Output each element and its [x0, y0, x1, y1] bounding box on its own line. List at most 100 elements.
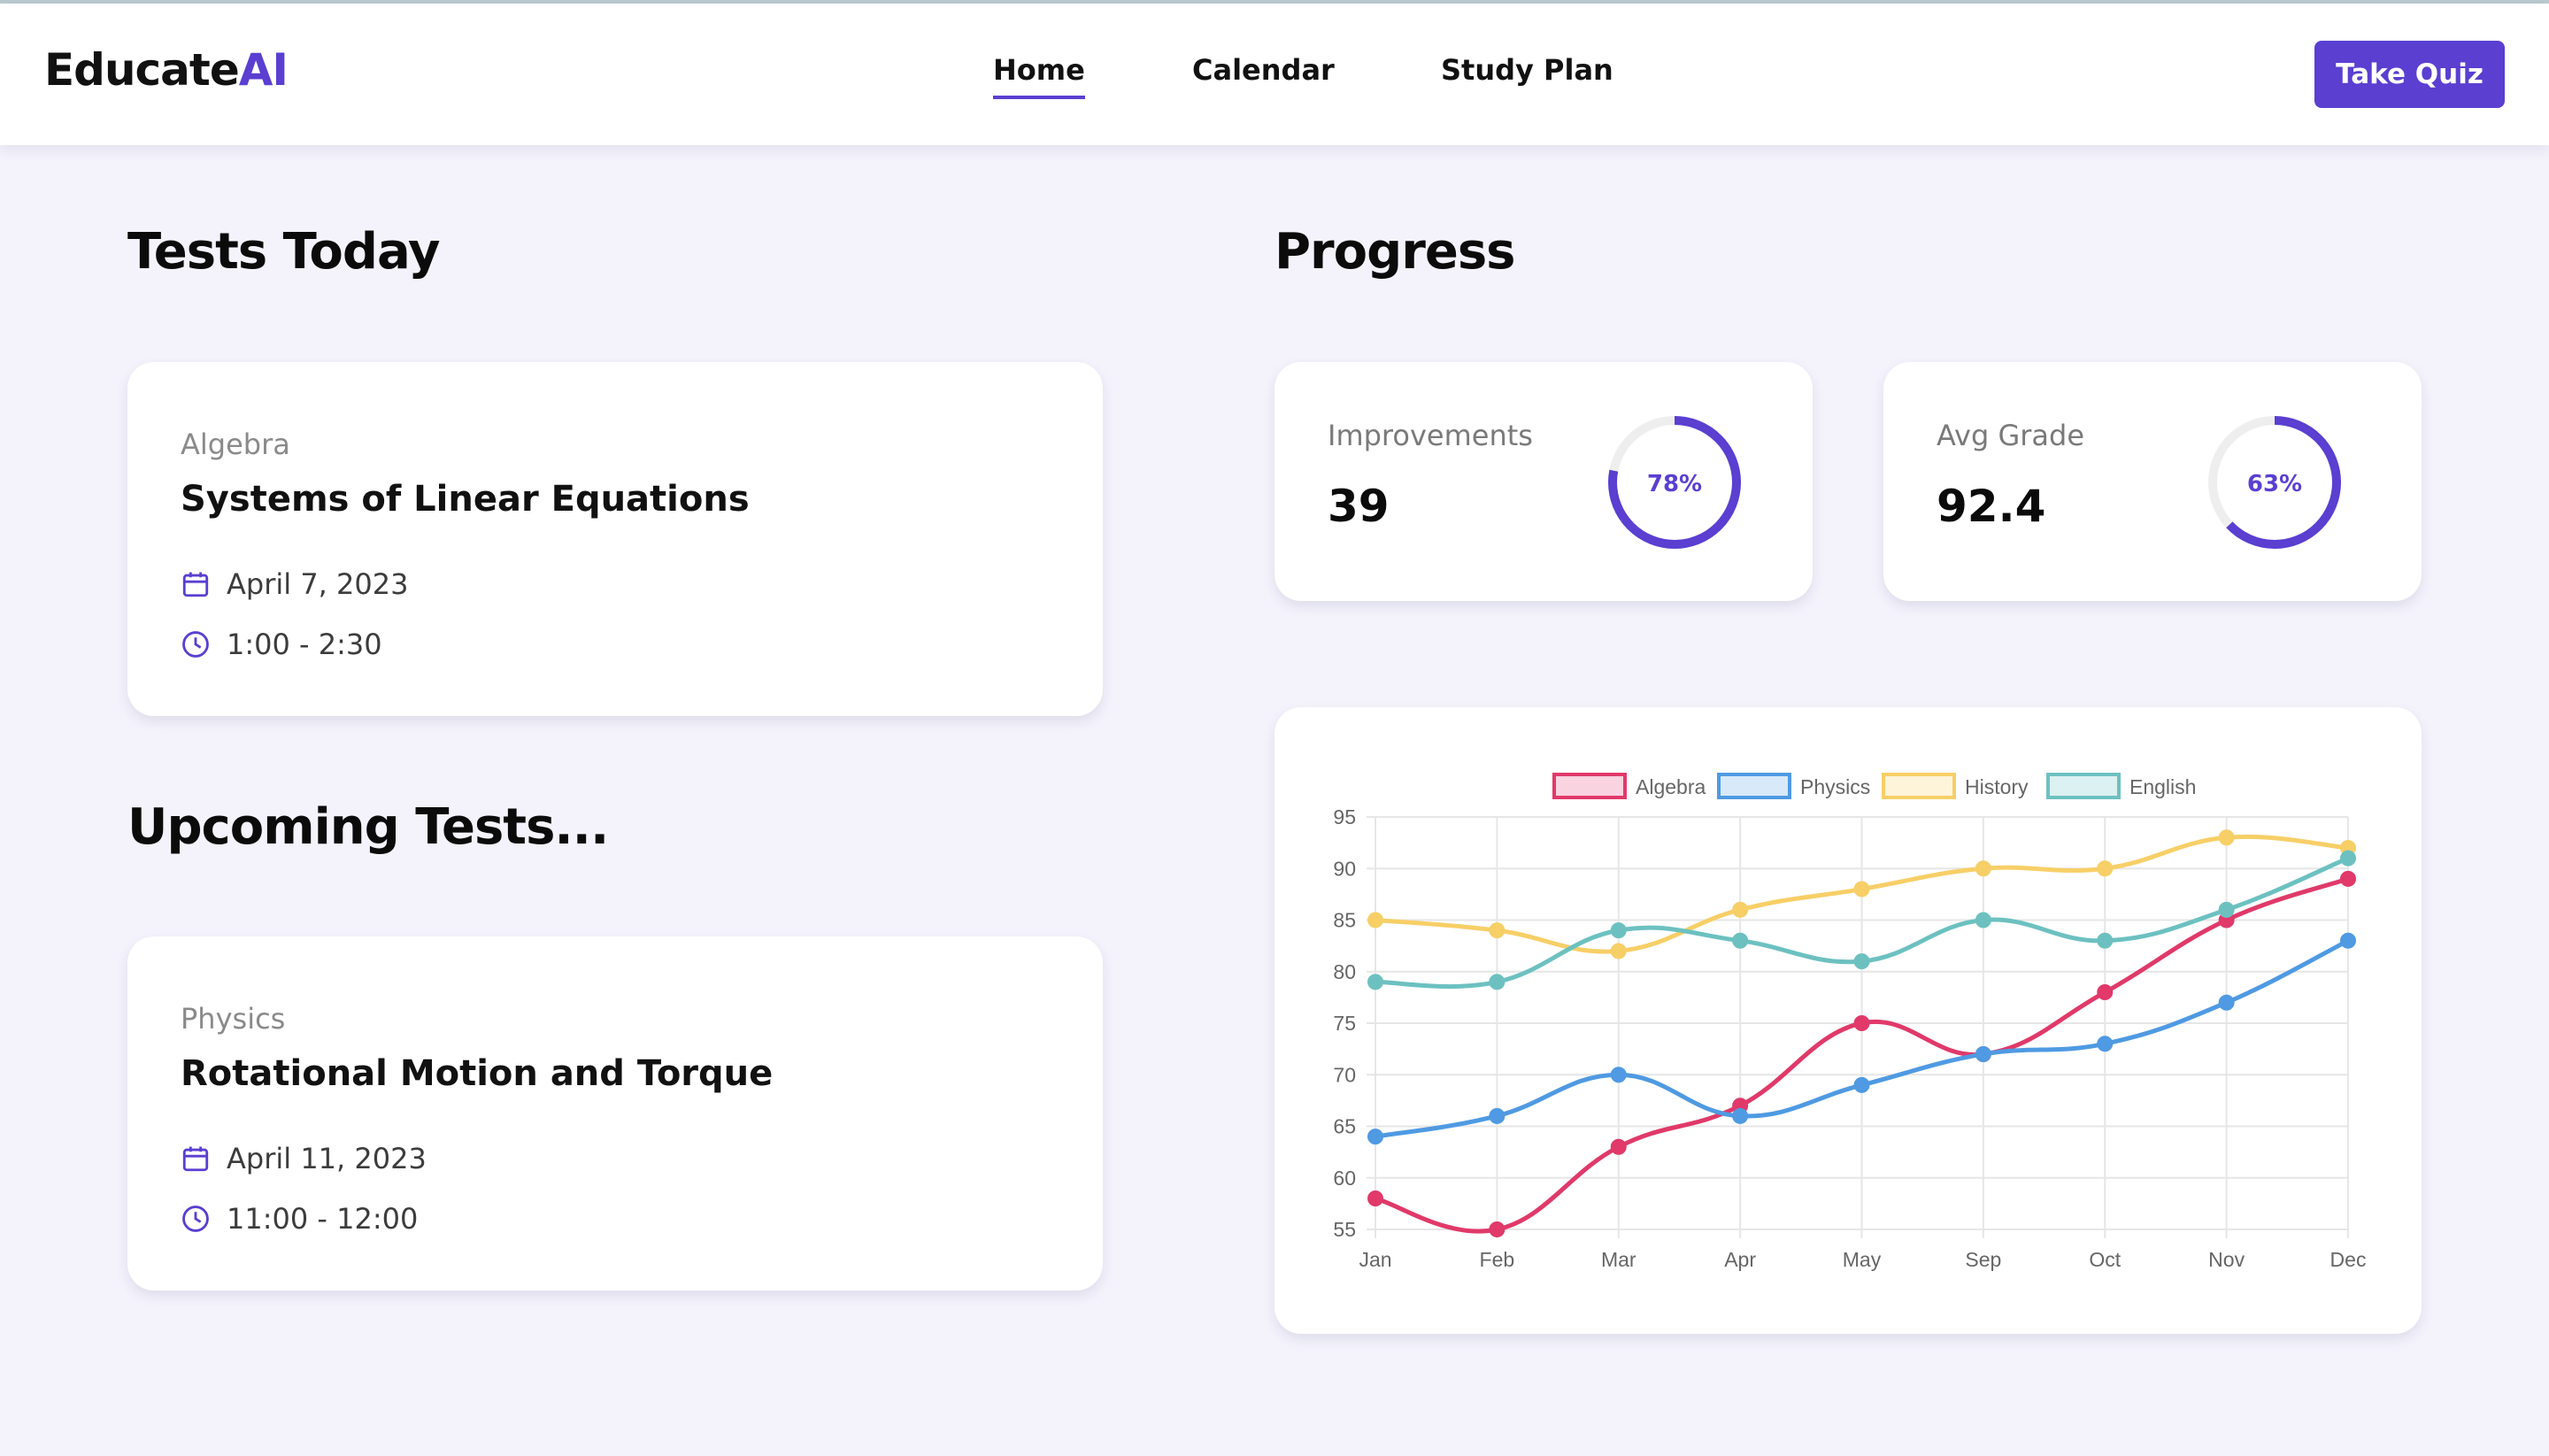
x-tick-label: May: [1843, 1248, 1882, 1271]
progress-line-chart: 55 60 65 70 75 80 85 90 95 Jan Feb Mar Apr May Sep Oct N…: [1333, 773, 2367, 1271]
progress-ring-arc: [2208, 416, 2341, 549]
data-point-algebra: [2097, 984, 2114, 1001]
progress-ring-label: 63%: [2247, 471, 2302, 497]
y-tick-label: 70: [1333, 1063, 1356, 1086]
calendar-icon: [182, 1146, 209, 1172]
data-point-physics: [2097, 1036, 2114, 1052]
data-point-physics: [1610, 1067, 1627, 1083]
calendar-icon: [182, 572, 209, 597]
nav-calendar[interactable]: Calendar: [1192, 53, 1335, 87]
data-point-english: [1853, 953, 1870, 970]
x-tick-label: Jan: [1359, 1248, 1391, 1271]
test-date: April 11, 2023: [227, 1142, 427, 1175]
progress-ring-arc: [1608, 416, 1741, 549]
data-point-english: [2340, 850, 2356, 867]
data-point-physics: [1489, 1107, 1506, 1124]
test-subject: Algebra: [181, 428, 290, 461]
data-point-algebra: [1853, 1015, 1870, 1031]
stat-card-improvements: Improvements 39 78%: [1274, 362, 1813, 601]
stat-value: 92.4: [1937, 481, 2046, 532]
stat-card-avg-grade: Avg Grade 92.4 63%: [1883, 362, 2422, 601]
y-tick-label: 95: [1333, 805, 1356, 828]
x-tick-label: Mar: [1601, 1248, 1636, 1271]
y-tick-label: 60: [1333, 1167, 1356, 1190]
data-point-english: [2097, 932, 2114, 949]
y-tick-label: 75: [1333, 1012, 1356, 1035]
data-point-english: [2218, 901, 2235, 918]
data-point-history: [2218, 829, 2235, 846]
test-date-row: April 11, 2023: [181, 1142, 427, 1175]
data-point-algebra: [2340, 870, 2356, 887]
legend-label-algebra: Algebra: [1636, 775, 1706, 798]
stat-value: 39: [1328, 481, 1390, 532]
x-tick-label: Oct: [2089, 1248, 2121, 1271]
legend-swatch-algebra: [1552, 773, 1627, 799]
test-time-row: 11:00 - 12:00: [181, 1202, 418, 1236]
data-point-physics: [1853, 1076, 1870, 1093]
progress-ring: 63%: [2208, 416, 2341, 549]
x-tick-label: Apr: [1724, 1248, 1756, 1271]
nav-study-plan[interactable]: Study Plan: [1441, 53, 1613, 87]
test-date-row: April 7, 2023: [181, 567, 408, 601]
top-nav-bar: EducateAI Home Calendar Study Plan Take …: [0, 4, 2549, 145]
progress-chart-card: 55 60 65 70 75 80 85 90 95 Jan Feb Mar Apr May Sep Oct N…: [1274, 707, 2422, 1334]
test-card-today[interactable]: Algebra Systems of Linear Equations Apri…: [127, 362, 1103, 716]
logo-text-main: Educate: [44, 44, 240, 96]
x-tick-label: Nov: [2208, 1248, 2245, 1271]
data-point-history: [1732, 901, 1749, 918]
legend-label-history: History: [1965, 775, 2029, 798]
nav-home[interactable]: Home: [993, 53, 1085, 99]
data-point-history: [1853, 881, 1870, 897]
test-time-row: 1:00 - 2:30: [181, 628, 382, 661]
data-point-history: [1610, 943, 1627, 959]
tests-today-title: Tests Today: [127, 223, 441, 281]
stat-label: Avg Grade: [1937, 419, 2084, 452]
data-point-physics: [2218, 994, 2235, 1011]
progress-ring-label: 78%: [1647, 471, 1702, 497]
data-point-physics: [1975, 1045, 1991, 1062]
legend-label-physics: Physics: [1800, 775, 1870, 798]
data-point-english: [1610, 922, 1627, 939]
clock-icon: [182, 1206, 209, 1232]
data-point-physics: [2340, 932, 2356, 949]
legend-swatch-history: [1882, 773, 1956, 799]
data-point-history: [1367, 912, 1383, 928]
app-logo[interactable]: EducateAI: [44, 44, 289, 96]
data-point-history: [1975, 860, 1991, 877]
test-subject: Physics: [181, 1002, 286, 1036]
data-point-physics: [1732, 1107, 1749, 1124]
logo-text-accent: AI: [238, 44, 289, 96]
clock-icon: [182, 631, 209, 658]
data-point-algebra: [1367, 1190, 1383, 1207]
progress-title: Progress: [1274, 223, 1515, 281]
data-point-english: [1367, 974, 1383, 990]
top-accent-line: [0, 0, 2549, 4]
test-name: Systems of Linear Equations: [181, 479, 750, 520]
x-tick-label: Sep: [1965, 1248, 2001, 1271]
y-tick-label: 55: [1333, 1218, 1356, 1241]
data-point-algebra: [1610, 1138, 1627, 1155]
y-tick-label: 65: [1333, 1115, 1356, 1138]
data-point-history: [2097, 860, 2114, 877]
data-point-english: [1489, 974, 1506, 990]
progress-ring: 78%: [1608, 416, 1741, 549]
x-tick-label: Feb: [1480, 1248, 1515, 1271]
data-point-english: [1732, 932, 1749, 949]
take-quiz-button[interactable]: Take Quiz: [2314, 41, 2505, 108]
test-name: Rotational Motion and Torque: [181, 1053, 774, 1094]
data-point-physics: [1367, 1129, 1383, 1145]
test-time: 11:00 - 12:00: [227, 1202, 419, 1236]
upcoming-tests-title: Upcoming Tests...: [127, 798, 609, 856]
y-tick-label: 85: [1333, 909, 1356, 932]
x-tick-label: Dec: [2330, 1248, 2367, 1271]
y-tick-label: 90: [1333, 857, 1356, 880]
legend-swatch-english: [2046, 773, 2121, 799]
test-card-upcoming[interactable]: Physics Rotational Motion and Torque Apr…: [127, 936, 1103, 1290]
stat-label: Improvements: [1328, 419, 1533, 452]
data-point-english: [1975, 912, 1991, 928]
test-time: 1:00 - 2:30: [227, 628, 382, 661]
test-date: April 7, 2023: [227, 567, 409, 601]
legend-swatch-physics: [1717, 773, 1791, 799]
y-tick-label: 80: [1333, 960, 1356, 983]
legend-label-english: English: [2129, 775, 2196, 798]
